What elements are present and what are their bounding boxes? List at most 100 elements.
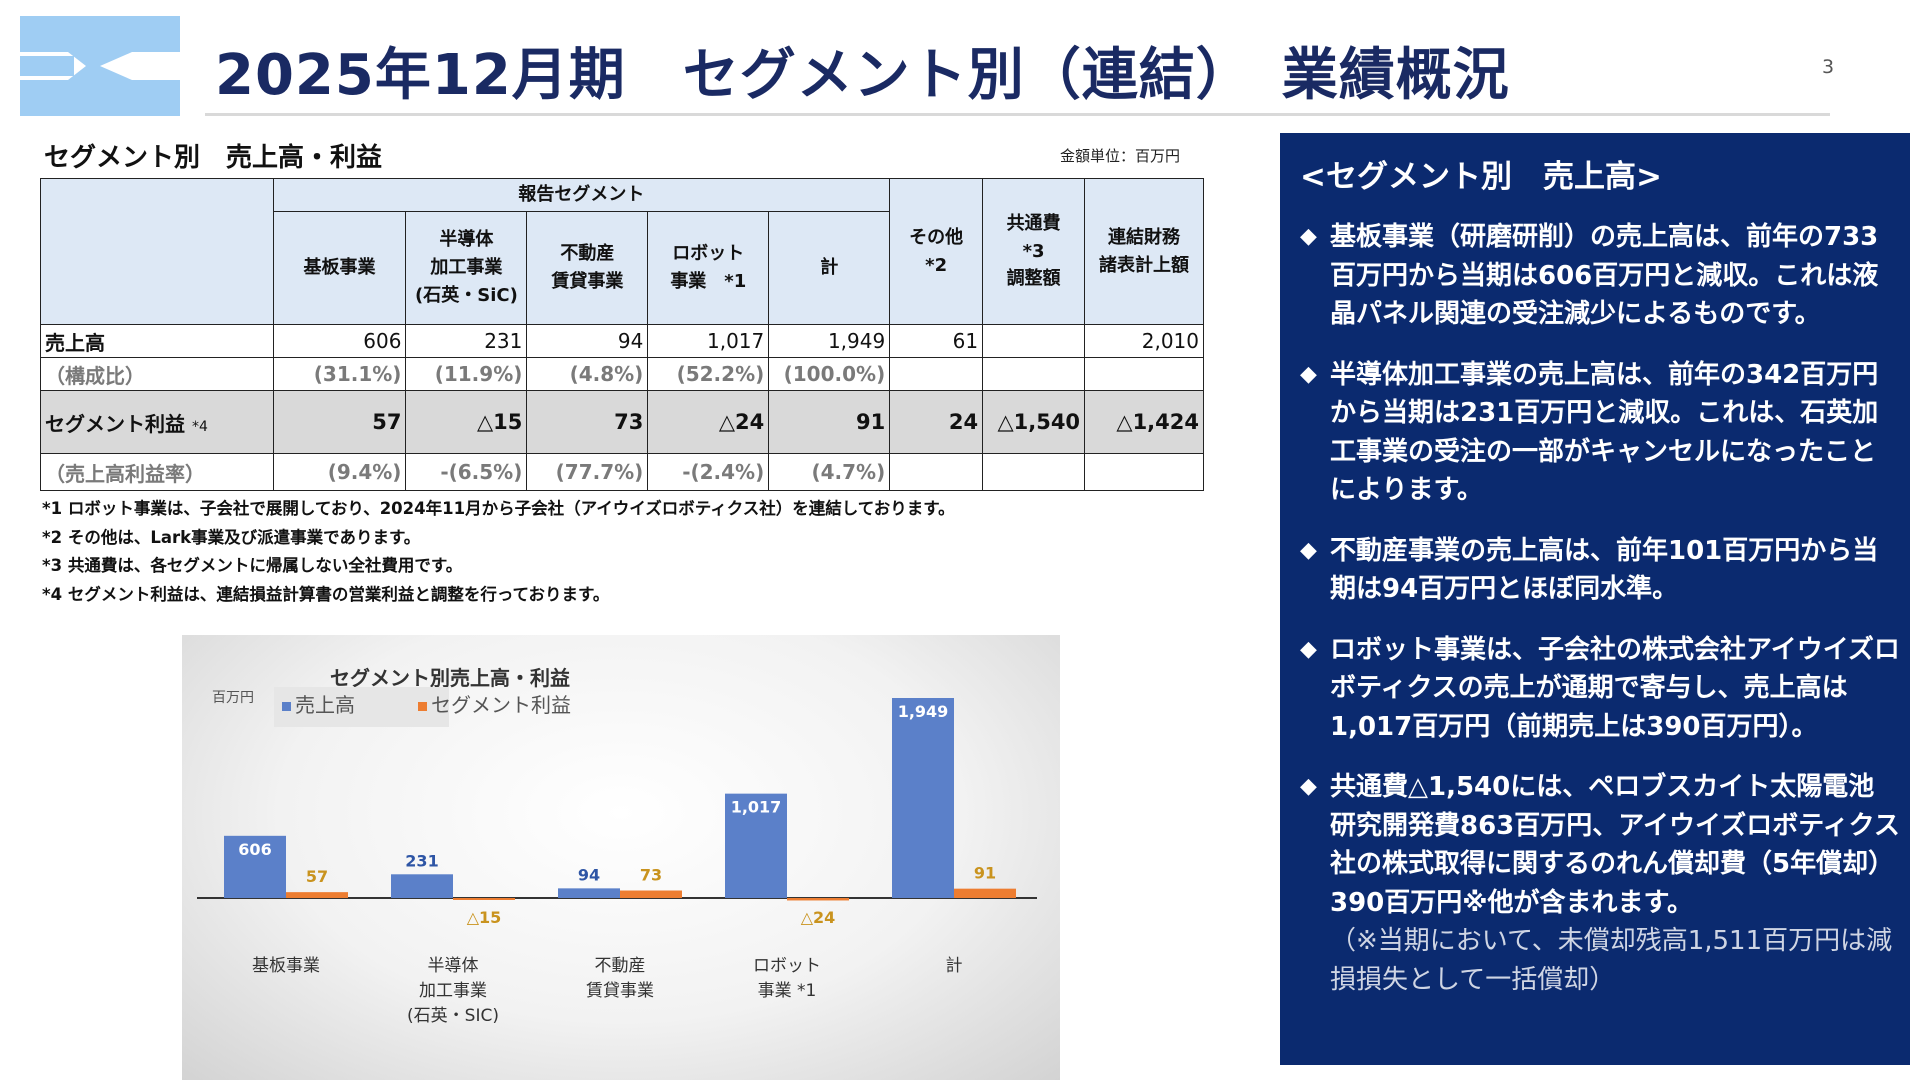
header-col: 連結財務 諸表計上額 — [1084, 178, 1204, 325]
header-corner — [40, 178, 274, 325]
bullet-note: （※当期において、未償却残高1,511百万円は減損損失として一括償却） — [1330, 926, 1893, 995]
segment-chart: セグメント別売上高・利益 百万円 売上高 セグメント利益 606 57 基板事業 231 △15… — [182, 635, 1060, 1080]
legend-swatch — [418, 702, 427, 711]
footnotes: *1 ロボット事業は、子会社で展開しており、2024年11月から子会社（アイウイ… — [42, 495, 955, 609]
table-cell: (52.2%) — [647, 357, 770, 391]
bullet-text: 基板事業（研磨研削）の売上高は、前年の733百万円から当期は606百万円と減収。… — [1330, 222, 1879, 329]
unit-note: 金額単位：百万円 — [1060, 147, 1181, 165]
page-number: 3 — [1822, 56, 1835, 78]
legend-label: 売上高 — [295, 693, 355, 717]
table-cell: 606 — [272, 324, 407, 358]
header-col: 基板事業 — [272, 211, 407, 325]
table-cell: (77.7%) — [526, 453, 649, 491]
table-cell: -(6.5%) — [405, 453, 528, 491]
bar-label-profit: 73 — [640, 866, 662, 885]
table-cell: 1,949 — [768, 324, 891, 358]
bar-sales — [391, 874, 453, 898]
category-label-line: 基板事業 — [252, 956, 320, 976]
table-cell: 1,017 — [647, 324, 770, 358]
footnote: *2 その他は、Lark事業及び派遣事業であります。 — [42, 527, 421, 547]
bar-label-profit: △24 — [801, 908, 836, 927]
category-label-line: (石英・SIC) — [407, 1006, 499, 1026]
panel-heading: <セグメント別 売上高> — [1300, 159, 1662, 195]
bullet-item: ◆ 半導体加工事業の売上高は、前年の342百万円から当期は231百万円と減収。こ… — [1300, 356, 1900, 510]
bullet-text: 半導体加工事業の売上高は、前年の342百万円から当期は231百万円と減収。これは… — [1330, 359, 1879, 506]
table-cell: (4.7%) — [768, 453, 891, 491]
bar-label-profit: 57 — [306, 867, 328, 886]
bar-label-profit: △15 — [467, 908, 502, 927]
footnote: *3 共通費は、各セグメントに帰属しない全社費用です。 — [42, 556, 463, 575]
bullet-text: 共通費△1,540には、ペロブスカイト太陽電池研究開発費863百万円、アイウイズ… — [1330, 772, 1900, 918]
header-col: 不動産 賃貸事業 — [526, 211, 649, 325]
summary-panel: <セグメント別 売上高> ◆ 基板事業（研磨研削）の売上高は、前年の733百万円… — [1280, 133, 1910, 1065]
table-cell: (31.1%) — [272, 357, 407, 391]
table-cell: (11.9%) — [405, 357, 528, 391]
table-cell: 91 — [768, 390, 891, 454]
bar-sales — [725, 793, 787, 898]
table-cell — [982, 357, 1086, 391]
table-cell: △15 — [405, 390, 528, 454]
bar-sales — [892, 698, 954, 898]
table-cell: 94 — [526, 324, 649, 358]
table-cell: (100.0%) — [768, 357, 891, 391]
category-label: 半導体加工事業 (石英・SIC) — [407, 956, 499, 1026]
bullet-item: ◆ 共通費△1,540には、ペロブスカイト太陽電池研究開発費863百万円、アイウ… — [1300, 768, 1900, 999]
bar-label-sales: 606 — [238, 840, 271, 859]
category-label-line: 不動産 — [595, 956, 646, 976]
bullet-text: 不動産事業の売上高は、前年101百万円から当期は94百万円とほぼ同水準。 — [1330, 535, 1879, 605]
table-cell: △1,540 — [982, 390, 1086, 454]
bar-sales — [558, 888, 620, 898]
table-row: 売上高 606 231 94 1,017 1,949 61 2,010 — [40, 324, 1204, 358]
diamond-icon: ◆ — [1300, 224, 1317, 249]
header-group: 報告セグメント — [272, 178, 891, 212]
row-label: （売上高利益率） — [40, 453, 274, 491]
bar-profit — [954, 888, 1016, 898]
bar-label-profit: 91 — [974, 864, 996, 883]
row-label: セグメント利益 *4 — [40, 390, 274, 454]
table-cell — [889, 453, 984, 491]
table-cell — [1084, 453, 1204, 491]
bar-profit — [286, 892, 348, 898]
bar-profit — [787, 898, 849, 901]
bar-profit — [453, 898, 515, 900]
table-cell: (4.8%) — [526, 357, 649, 391]
diamond-icon: ◆ — [1300, 774, 1317, 799]
bar-sales — [224, 835, 286, 898]
category-label: 計 — [946, 956, 963, 976]
bullet-item: ◆ 基板事業（研磨研削）の売上高は、前年の733百万円から当期は606百万円と減… — [1300, 218, 1900, 334]
bullet-item: ◆ 不動産事業の売上高は、前年101百万円から当期は94百万円とほぼ同水準。 — [1300, 532, 1900, 609]
category-label: ロボット事業 *1 — [753, 956, 821, 1001]
header-col: 計 — [768, 211, 891, 325]
footnote: *1 ロボット事業は、子会社で展開しており、2024年11月から子会社（アイウイ… — [42, 499, 955, 518]
row-label: 売上高 — [40, 324, 274, 358]
table-cell: 61 — [889, 324, 984, 358]
bar-label-sales: 1,017 — [731, 798, 782, 817]
header-col: ロボット 事業 *1 — [647, 211, 770, 325]
bullet-list: ◆ 基板事業（研磨研削）の売上高は、前年の733百万円から当期は606百万円と減… — [1300, 218, 1900, 1021]
category-label-line: 半導体 — [428, 956, 479, 976]
table-cell: -(2.4%) — [647, 453, 770, 491]
table-cell: 24 — [889, 390, 984, 454]
legend-label: セグメント利益 — [431, 693, 571, 717]
chart-title: セグメント別売上高・利益 — [330, 666, 570, 690]
bar-label-sales: 94 — [578, 865, 600, 884]
header-col: 共通費 *3 調整額 — [982, 178, 1086, 325]
table-cell: 2,010 — [1084, 324, 1204, 358]
table-cell — [889, 357, 984, 391]
table-cell — [1084, 357, 1204, 391]
bullet-text: ロボット事業は、子会社の株式会社アイウイズロボティクスの売上が通期で寄与し、売上… — [1330, 634, 1900, 742]
table-cell: △24 — [647, 390, 770, 454]
category-label-line: 賃貸事業 — [586, 981, 654, 1001]
row-label: （構成比） — [40, 357, 274, 391]
title-divider — [205, 113, 1830, 116]
header-col: 半導体 加工事業 (石英・SiC) — [405, 211, 528, 325]
legend-swatch — [282, 702, 291, 711]
category-label-line: 事業 *1 — [758, 981, 817, 1001]
category-label-line: ロボット — [753, 956, 821, 976]
diamond-icon: ◆ — [1300, 636, 1317, 662]
table-row: （構成比） (31.1%) (11.9%) (4.8%) (52.2%) (10… — [40, 357, 1204, 391]
diamond-icon: ◆ — [1300, 361, 1317, 387]
segment-table: 報告セグメント その他 *2 共通費 *3 調整額 連結財務 諸表計上額 基板事… — [40, 178, 1204, 491]
table-cell: (9.4%) — [272, 453, 407, 491]
